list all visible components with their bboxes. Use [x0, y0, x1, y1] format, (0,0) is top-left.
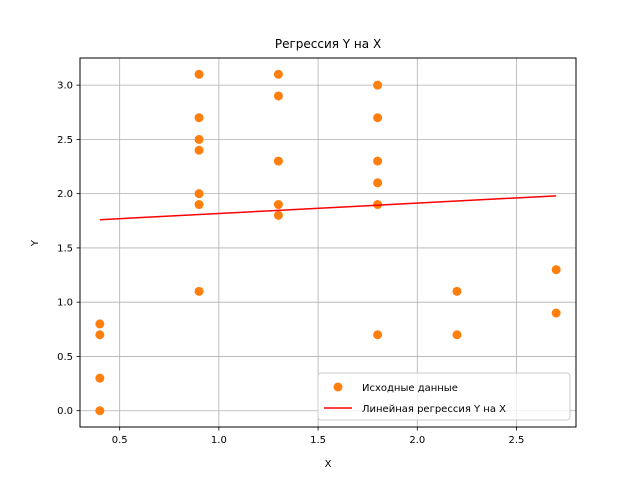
data-point: [452, 330, 461, 339]
data-point: [274, 70, 283, 79]
data-point: [274, 157, 283, 166]
data-point: [195, 146, 204, 155]
x-tick-label: 1.0: [211, 435, 227, 446]
data-point: [373, 330, 382, 339]
legend-marker-scatter: [334, 383, 343, 392]
x-tick-label: 2.0: [409, 435, 425, 446]
x-axis-label: X: [325, 459, 332, 470]
data-point: [95, 319, 104, 328]
y-tick-label: 2.5: [57, 135, 73, 146]
legend-label-line: Линейная регрессия Y на X: [362, 404, 506, 415]
y-tick-label: 1.0: [57, 298, 73, 309]
data-point: [95, 374, 104, 383]
y-axis-label: Y: [30, 239, 41, 247]
data-point: [373, 178, 382, 187]
y-tick-label: 0.0: [57, 406, 73, 417]
data-point: [195, 287, 204, 296]
data-point: [373, 81, 382, 90]
chart-title: Регрессия Y на X: [275, 37, 381, 51]
data-point: [552, 309, 561, 318]
data-point: [274, 211, 283, 220]
data-point: [195, 70, 204, 79]
data-point: [95, 330, 104, 339]
data-point: [552, 265, 561, 274]
data-point: [274, 200, 283, 209]
data-point: [452, 287, 461, 296]
x-tick-label: 1.5: [310, 435, 326, 446]
y-tick-label: 0.5: [57, 352, 73, 363]
legend: Исходные данные Линейная регрессия Y на …: [318, 373, 570, 420]
data-point: [195, 135, 204, 144]
y-tick-label: 2.0: [57, 189, 73, 200]
data-point: [373, 157, 382, 166]
data-point: [195, 189, 204, 198]
y-tick-label: 1.5: [57, 243, 73, 254]
data-point: [373, 113, 382, 122]
y-tick-label: 3.0: [57, 81, 73, 92]
x-tick-label: 2.5: [509, 435, 525, 446]
data-point: [274, 91, 283, 100]
data-point: [95, 406, 104, 415]
legend-label-scatter: Исходные данные: [362, 383, 458, 394]
x-tick-label: 0.5: [112, 435, 128, 446]
data-point: [195, 200, 204, 209]
data-point: [195, 113, 204, 122]
